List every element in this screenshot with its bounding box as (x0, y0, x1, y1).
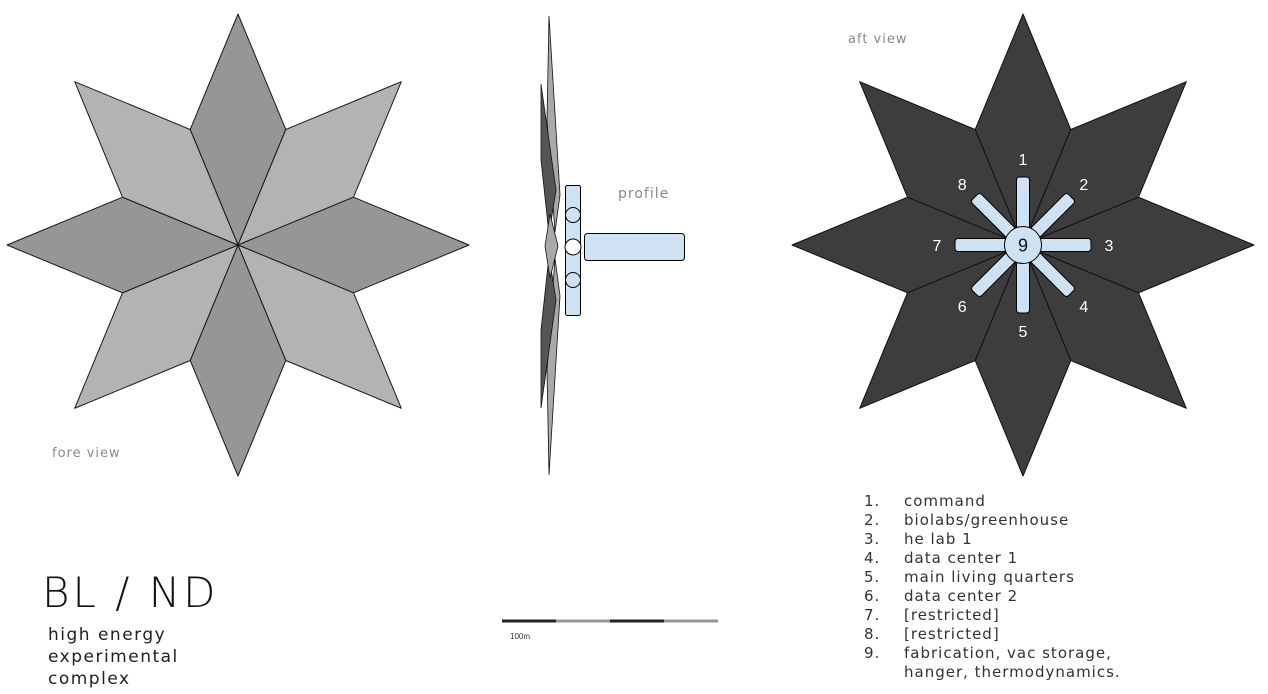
module-number: 7 (933, 238, 942, 255)
legend-text: MAIN LIVING QUARTERS (904, 568, 1075, 586)
module-hub (1004, 226, 1042, 264)
profile-view-label: PROFILE (618, 186, 670, 202)
project-subtitle: HIGH energy experimental complex (48, 624, 179, 690)
legend-number: 5. (864, 568, 881, 586)
legend-text: BIOLABS/GREENHOUSE (904, 511, 1070, 529)
legend-item: 6. Data Center 2 (858, 587, 1121, 606)
legend-item: 8. [RESTRICTED] (858, 625, 1121, 644)
module-number: 1 (1019, 152, 1028, 169)
module-legend: 1. command 2. BIOLABS/GREENHOUSE 3. HE LAB … (858, 492, 1121, 682)
project-title: BL / ND (42, 568, 219, 617)
fore-star-panel (74, 81, 239, 246)
profile-pod (565, 207, 581, 223)
legend-number: 4. (864, 549, 881, 567)
module-arm (1016, 176, 1030, 230)
legend-text: [RESTRICTED] (904, 625, 1000, 643)
module-number: 5 (1019, 324, 1028, 341)
legend-text: Fabrication, vac storage, hanger, thermo… (904, 644, 1121, 681)
module-number: 4 (1079, 299, 1088, 316)
legend-number: 9. (864, 644, 881, 662)
module-number: 2 (1079, 177, 1088, 194)
legend-item: 7. [RESTRICTED] (858, 606, 1121, 625)
legend-item: 9. Fabrication, vac storage, hanger, ther… (858, 644, 1121, 682)
legend-text: Data Center 1 (904, 549, 1019, 567)
subtitle-line: experimental (48, 647, 179, 667)
legend-item: 3. HE LAB 1 (858, 530, 1121, 549)
module-hub-number: 9 (1018, 236, 1028, 256)
legend-text: [RESTRICTED] (904, 606, 1000, 624)
aft-view-label: AFT VIEW (848, 32, 908, 47)
module-arm (1038, 238, 1092, 252)
legend-number: 6. (864, 587, 881, 605)
legend-number: 1. (864, 492, 881, 510)
legend-text: Data Center 2 (904, 587, 1019, 605)
legend-number: 2. (864, 511, 881, 529)
legend-number: 8. (864, 625, 881, 643)
profile-hub (564, 238, 582, 256)
module-number: 8 (958, 177, 967, 194)
subtitle-line: HIGH energy (48, 625, 167, 645)
legend-text: HE LAB 1 (904, 530, 973, 548)
profile-pod (565, 272, 581, 288)
profile-panel (546, 15, 561, 233)
legend-item: 4. Data Center 1 (858, 549, 1121, 568)
legend-number: 3. (864, 530, 881, 548)
module-number: 3 (1105, 238, 1114, 255)
legend-item: 2. BIOLABS/GREENHOUSE (858, 511, 1121, 530)
module-number: 6 (958, 299, 967, 316)
legend-item: 5. MAIN LIVING QUARTERS (858, 568, 1121, 587)
profile-module-arm (584, 233, 685, 261)
subtitle-line: complex (48, 669, 131, 689)
legend-item: 1. command (858, 492, 1121, 511)
profile-panel (544, 213, 559, 279)
module-arm (1016, 260, 1030, 314)
module-arm (954, 238, 1008, 252)
legend-text: command (904, 492, 986, 510)
fore-view-label: FORE VIEW (52, 446, 121, 461)
scale-bar-label: 100m (510, 632, 531, 641)
legend-number: 7. (864, 606, 881, 624)
